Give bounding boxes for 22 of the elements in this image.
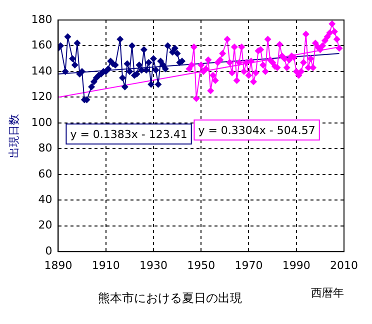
y-tick-label: 80 — [38, 142, 52, 155]
annotation: y = 0.1383x - 123.41 — [70, 128, 188, 141]
y-tick-label: 60 — [38, 167, 52, 180]
x-axis-title: 西暦年 — [311, 286, 344, 300]
y-tick-label: 40 — [38, 192, 52, 206]
x-tick-label: 1950 — [187, 259, 216, 272]
x-tick-label: 1890 — [44, 259, 72, 272]
x-tick-label: 2010 — [330, 259, 358, 272]
y-tick-label: 180 — [31, 12, 52, 26]
x-tick-label: 1990 — [282, 259, 310, 272]
y-tick-label: 100 — [31, 116, 52, 129]
y-axis-title: 出現日数 — [7, 114, 20, 158]
x-tick-label: 1910 — [92, 259, 120, 272]
x-tick-label: 1930 — [139, 259, 168, 272]
y-tick-label: 160 — [31, 38, 52, 52]
y-tick-label: 0 — [45, 244, 52, 258]
annotation: y = 0.3304x - 504.57 — [198, 124, 316, 137]
y-tick-label: 120 — [31, 90, 52, 104]
y-tick-label: 140 — [31, 64, 52, 78]
x-tick-label: 1970 — [234, 259, 263, 272]
text: 熊本市における夏日の出現 — [98, 290, 242, 307]
y-tick-label: 20 — [38, 218, 52, 232]
